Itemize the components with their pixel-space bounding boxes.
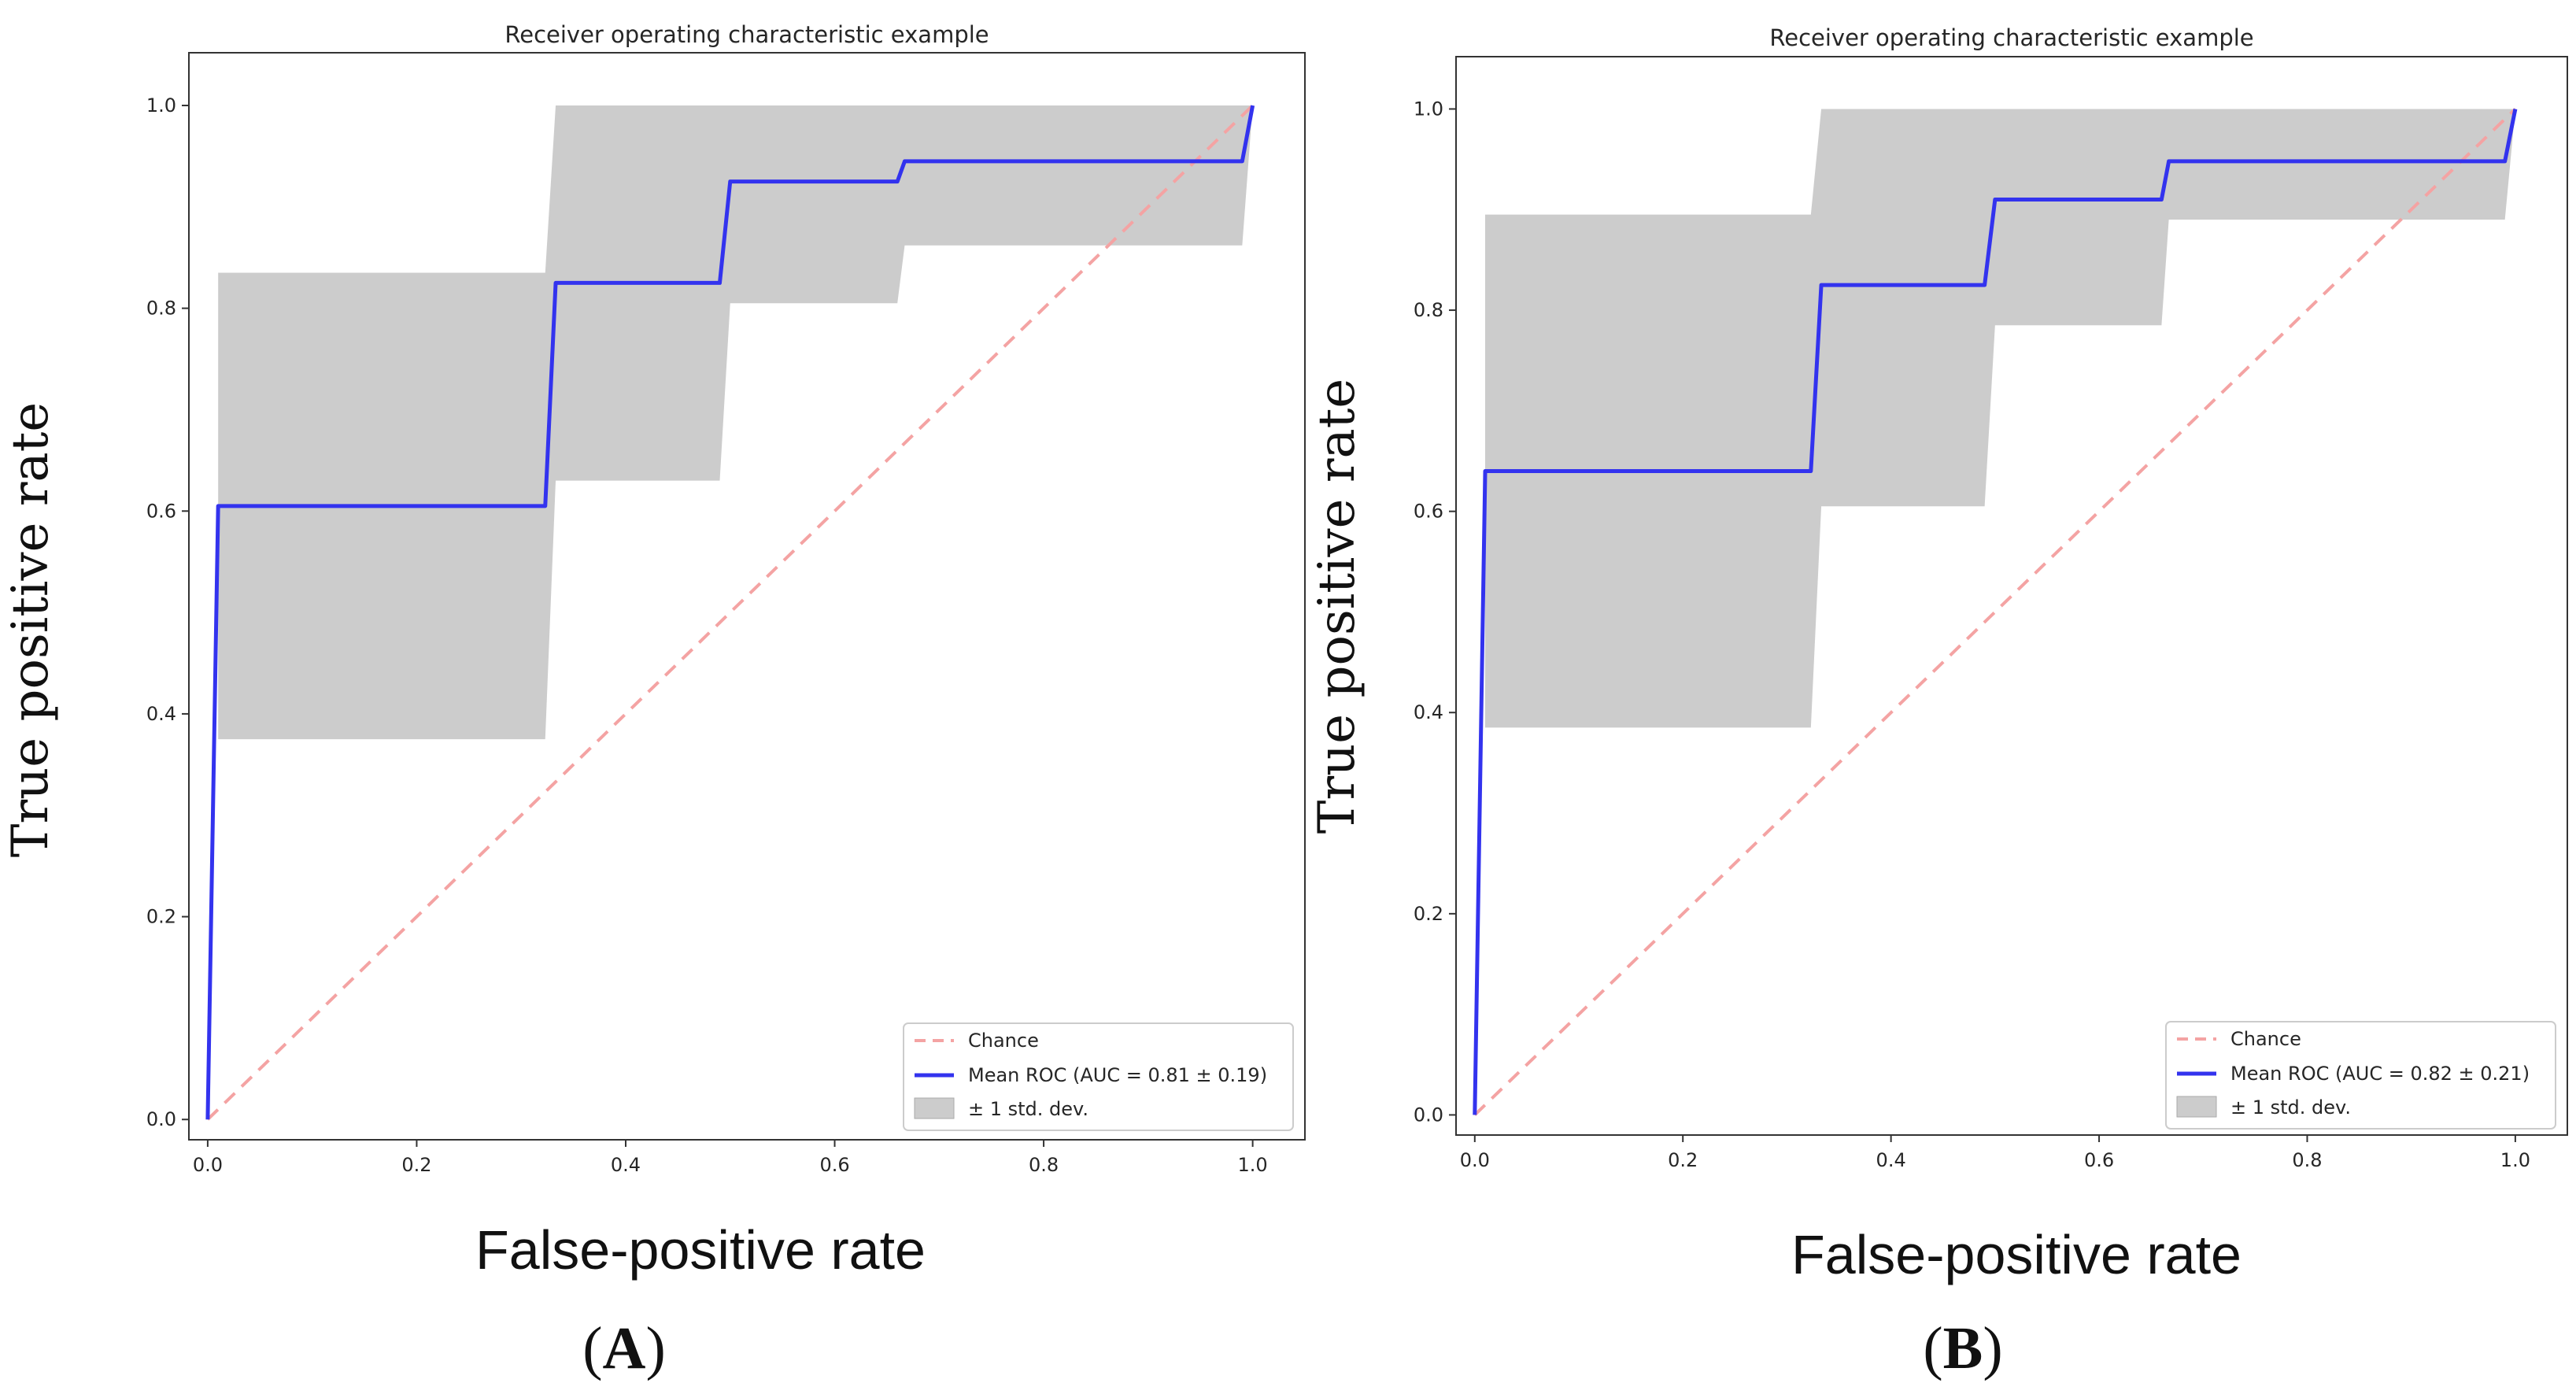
y-tick-label: 0.6: [146, 500, 176, 522]
x-axis-label: False-positive rate: [1791, 1224, 2242, 1285]
y-tick-label: 0.4: [146, 703, 176, 725]
legend-label-chance: Chance: [968, 1030, 1039, 1052]
chance-line: [1473, 108, 2517, 1116]
plot-area-frame: [1455, 56, 2568, 1136]
panel-label-letter: B: [1943, 1315, 1983, 1381]
y-tick-label: 0.8: [146, 298, 176, 320]
y-tick-label: 0.0: [1414, 1104, 1443, 1126]
x-tick-label: 1.0: [1238, 1154, 1268, 1176]
legend-label-mean-roc: Mean ROC (AUC = 0.81 ± 0.19): [968, 1064, 1267, 1086]
panel-label-open: (: [1923, 1315, 1942, 1381]
legend-swatch-std-dev: [914, 1097, 955, 1119]
x-tick-label: 0.0: [193, 1154, 223, 1176]
legend-swatch-std-dev: [2176, 1096, 2217, 1118]
chart-panel-b: Receiver operating characteristic exampl…: [1308, 24, 2568, 1381]
x-tick-label: 0.6: [819, 1154, 849, 1176]
x-tick-label: 0.6: [2084, 1149, 2114, 1171]
panel-label-close: ): [645, 1315, 665, 1381]
y-tick-label: 0.2: [1414, 903, 1443, 925]
legend: Chance Mean ROC (AUC = 0.82 ± 0.21) ± 1 st…: [2165, 1021, 2556, 1130]
legend-box: [2165, 1021, 2556, 1130]
x-tick-label: 0.8: [1029, 1154, 1059, 1176]
y-tick-label: 0.0: [146, 1108, 176, 1130]
std-dev-band: [218, 105, 1253, 740]
y-axis-label: True positive rate: [1308, 379, 1366, 834]
chance-line: [206, 104, 1255, 1121]
y-tick-label: 0.8: [1414, 299, 1443, 321]
panel-label-open: (: [582, 1315, 602, 1381]
legend: Chance Mean ROC (AUC = 0.81 ± 0.19) ± 1 st…: [903, 1022, 1294, 1131]
plot-area-frame: [188, 52, 1306, 1141]
x-tick-label: 0.2: [401, 1154, 431, 1176]
x-tick-label: 0.8: [2292, 1149, 2322, 1171]
x-tick-label: 0.2: [1668, 1149, 1698, 1171]
y-tick-label: 0.2: [146, 906, 176, 928]
x-tick-label: 0.4: [611, 1154, 641, 1176]
x-axis-label: False-positive rate: [475, 1219, 926, 1281]
legend-label-std-dev: ± 1 std. dev.: [2230, 1096, 2351, 1119]
y-tick-label: 0.6: [1414, 501, 1443, 523]
legend-label-mean-roc: Mean ROC (AUC = 0.82 ± 0.21): [2230, 1063, 2530, 1085]
y-axis-label: True positive rate: [2, 402, 60, 857]
x-tick-label: 0.0: [1460, 1149, 1490, 1171]
std-dev-band: [1485, 109, 2515, 728]
x-tick-label: 0.4: [1876, 1149, 1906, 1171]
chart-title: Receiver operating characteristic exampl…: [1769, 24, 2253, 51]
panel-label-close: ): [1983, 1315, 2002, 1381]
panel-label-letter: A: [603, 1315, 646, 1381]
y-tick-label: 1.0: [1414, 98, 1443, 120]
y-tick-label: 0.4: [1414, 701, 1443, 723]
x-tick-label: 1.0: [2500, 1149, 2530, 1171]
mean-roc-line: [205, 105, 1255, 1120]
legend-box: [903, 1022, 1294, 1131]
legend-label-std-dev: ± 1 std. dev.: [968, 1098, 1088, 1120]
panel-label: (B): [1923, 1315, 2002, 1381]
chart-title: Receiver operating characteristic exampl…: [504, 21, 989, 48]
mean-roc-line: [1473, 108, 2518, 1115]
panel-label: (A): [582, 1315, 666, 1381]
y-tick-label: 1.0: [146, 94, 176, 116]
chart-panel-a: Receiver operating characteristic exampl…: [2, 21, 1306, 1381]
legend-label-chance: Chance: [2230, 1028, 2301, 1050]
